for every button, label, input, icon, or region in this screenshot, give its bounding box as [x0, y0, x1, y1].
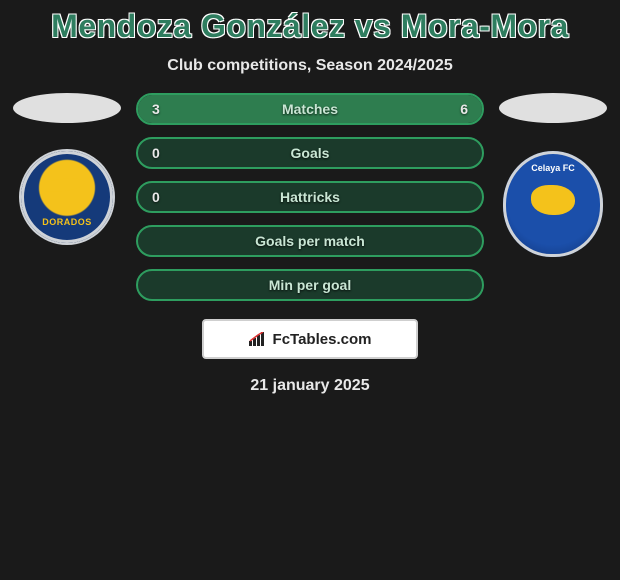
left-side: DORADOS [12, 93, 122, 243]
source-logo[interactable]: FcTables.com [202, 319, 418, 359]
right-club-crest: Celaya FC [503, 151, 603, 257]
infographic-container: Mendoza González vs Mora-Mora Club compe… [0, 0, 620, 395]
date-label: 21 january 2025 [0, 377, 620, 395]
main-row: DORADOS 36Matches 0Goals 0Hattricks Goals p… [0, 93, 620, 301]
stats-column: 36Matches 0Goals 0Hattricks Goals per match… [136, 93, 484, 301]
stat-bar: Goals per match [136, 225, 484, 257]
stat-bar: Min per goal [136, 269, 484, 301]
page-title: Mendoza González vs Mora-Mora [0, 8, 620, 45]
stat-bar: 0Goals [136, 137, 484, 169]
chart-bars-icon [249, 332, 267, 346]
source-logo-text: FcTables.com [273, 331, 372, 348]
stat-bar: 0Hattricks [136, 181, 484, 213]
right-side: Celaya FC [498, 93, 608, 257]
right-crest-label: Celaya FC [503, 163, 603, 173]
left-club-crest: DORADOS [21, 151, 113, 243]
stat-bar: 36Matches [136, 93, 484, 125]
left-flag-ellipse [13, 93, 121, 123]
left-crest-label: DORADOS [42, 217, 92, 227]
subtitle: Club competitions, Season 2024/2025 [0, 57, 620, 75]
right-flag-ellipse [499, 93, 607, 123]
stat-label: Goals [138, 145, 482, 161]
stat-label: Min per goal [138, 277, 482, 293]
stat-label: Goals per match [138, 233, 482, 249]
stat-label: Hattricks [138, 189, 482, 205]
stat-label: Matches [138, 101, 482, 117]
